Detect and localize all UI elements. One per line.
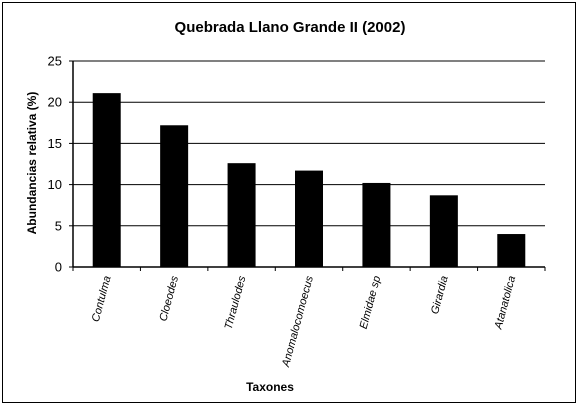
y-tick-label: 25 (48, 54, 62, 69)
x-tick-label: Anomalocomoecus (280, 274, 316, 369)
chart-title: Quebrada Llano Grande II (2002) (174, 19, 406, 36)
gridlines (73, 60, 545, 227)
y-tick-label: 15 (48, 136, 62, 151)
x-tick-label: Elmidae sp (358, 275, 384, 331)
y-tick-label: 0 (55, 260, 62, 275)
bar-thraulodes (227, 163, 256, 267)
bar-anomalocomoecus (295, 170, 323, 267)
y-tick-label: 5 (55, 218, 62, 233)
bar-contulma (92, 93, 121, 267)
bar-elmidae-sp (362, 182, 391, 267)
x-tick-label: Girardia (429, 275, 451, 316)
x-tick-label: Cloeodes (157, 274, 181, 322)
x-tick-label: Contulma (90, 275, 114, 324)
y-tick-label: 20 (48, 95, 62, 110)
y-tick-label: 10 (48, 177, 62, 192)
bar-girardia (429, 195, 458, 267)
x-tick-label: Atanatolica (492, 275, 518, 332)
y-ticks: 0 5 10 15 20 25 (48, 54, 73, 275)
axes (72, 61, 545, 268)
bar-cloeodes (160, 125, 189, 267)
bar-atanatolica (497, 234, 526, 267)
bars (92, 93, 526, 267)
x-axis-label: Taxones (246, 380, 294, 394)
x-tick-labels: Contulma Cloeodes Thraulodes Anomalocomoecu… (72, 267, 546, 369)
x-tick-label: Thraulodes (223, 274, 249, 331)
